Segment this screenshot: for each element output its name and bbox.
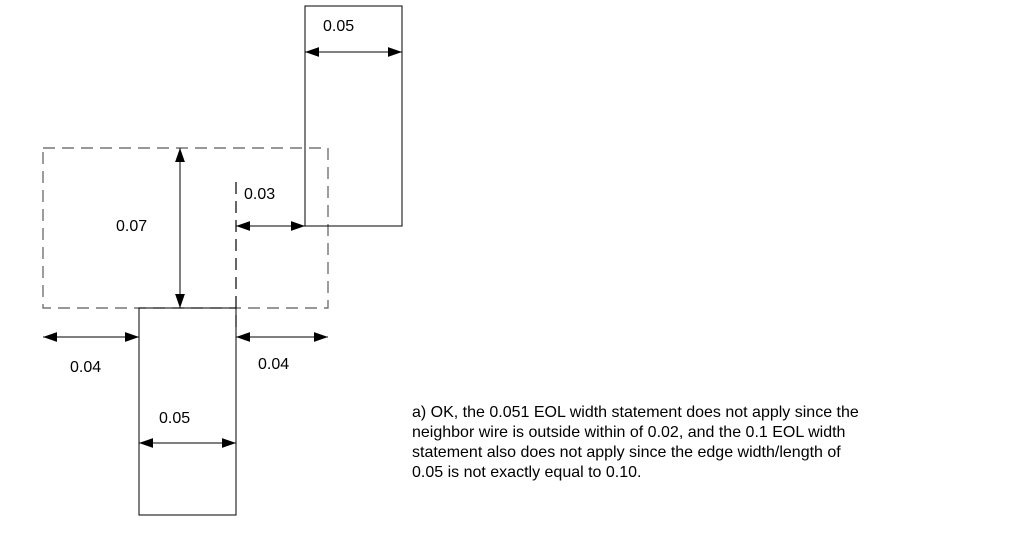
bottom-wire bbox=[138, 307, 237, 516]
caption-line: statement also does not apply since the … bbox=[412, 444, 841, 461]
top-wire-width-label: 0.05 bbox=[323, 18, 354, 35]
eol-window-height-label: 0.07 bbox=[116, 218, 147, 235]
caption-line: a) OK, the 0.051 EOL width statement doe… bbox=[412, 404, 859, 421]
eol-window-dashed bbox=[42, 147, 329, 309]
caption-line: neighbor wire is outside within of 0.02,… bbox=[412, 424, 846, 441]
right-extension-label: 0.04 bbox=[258, 356, 289, 373]
caption-line: 0.05 is not exactly equal to 0.10. bbox=[412, 464, 642, 481]
caption: a) OK, the 0.051 EOL width statement doe… bbox=[412, 403, 1012, 483]
left-extension-label: 0.04 bbox=[70, 359, 101, 376]
spacing-label: 0.03 bbox=[244, 186, 275, 203]
top-wire bbox=[304, 5, 403, 227]
bottom-wire-width-label: 0.05 bbox=[159, 410, 190, 427]
